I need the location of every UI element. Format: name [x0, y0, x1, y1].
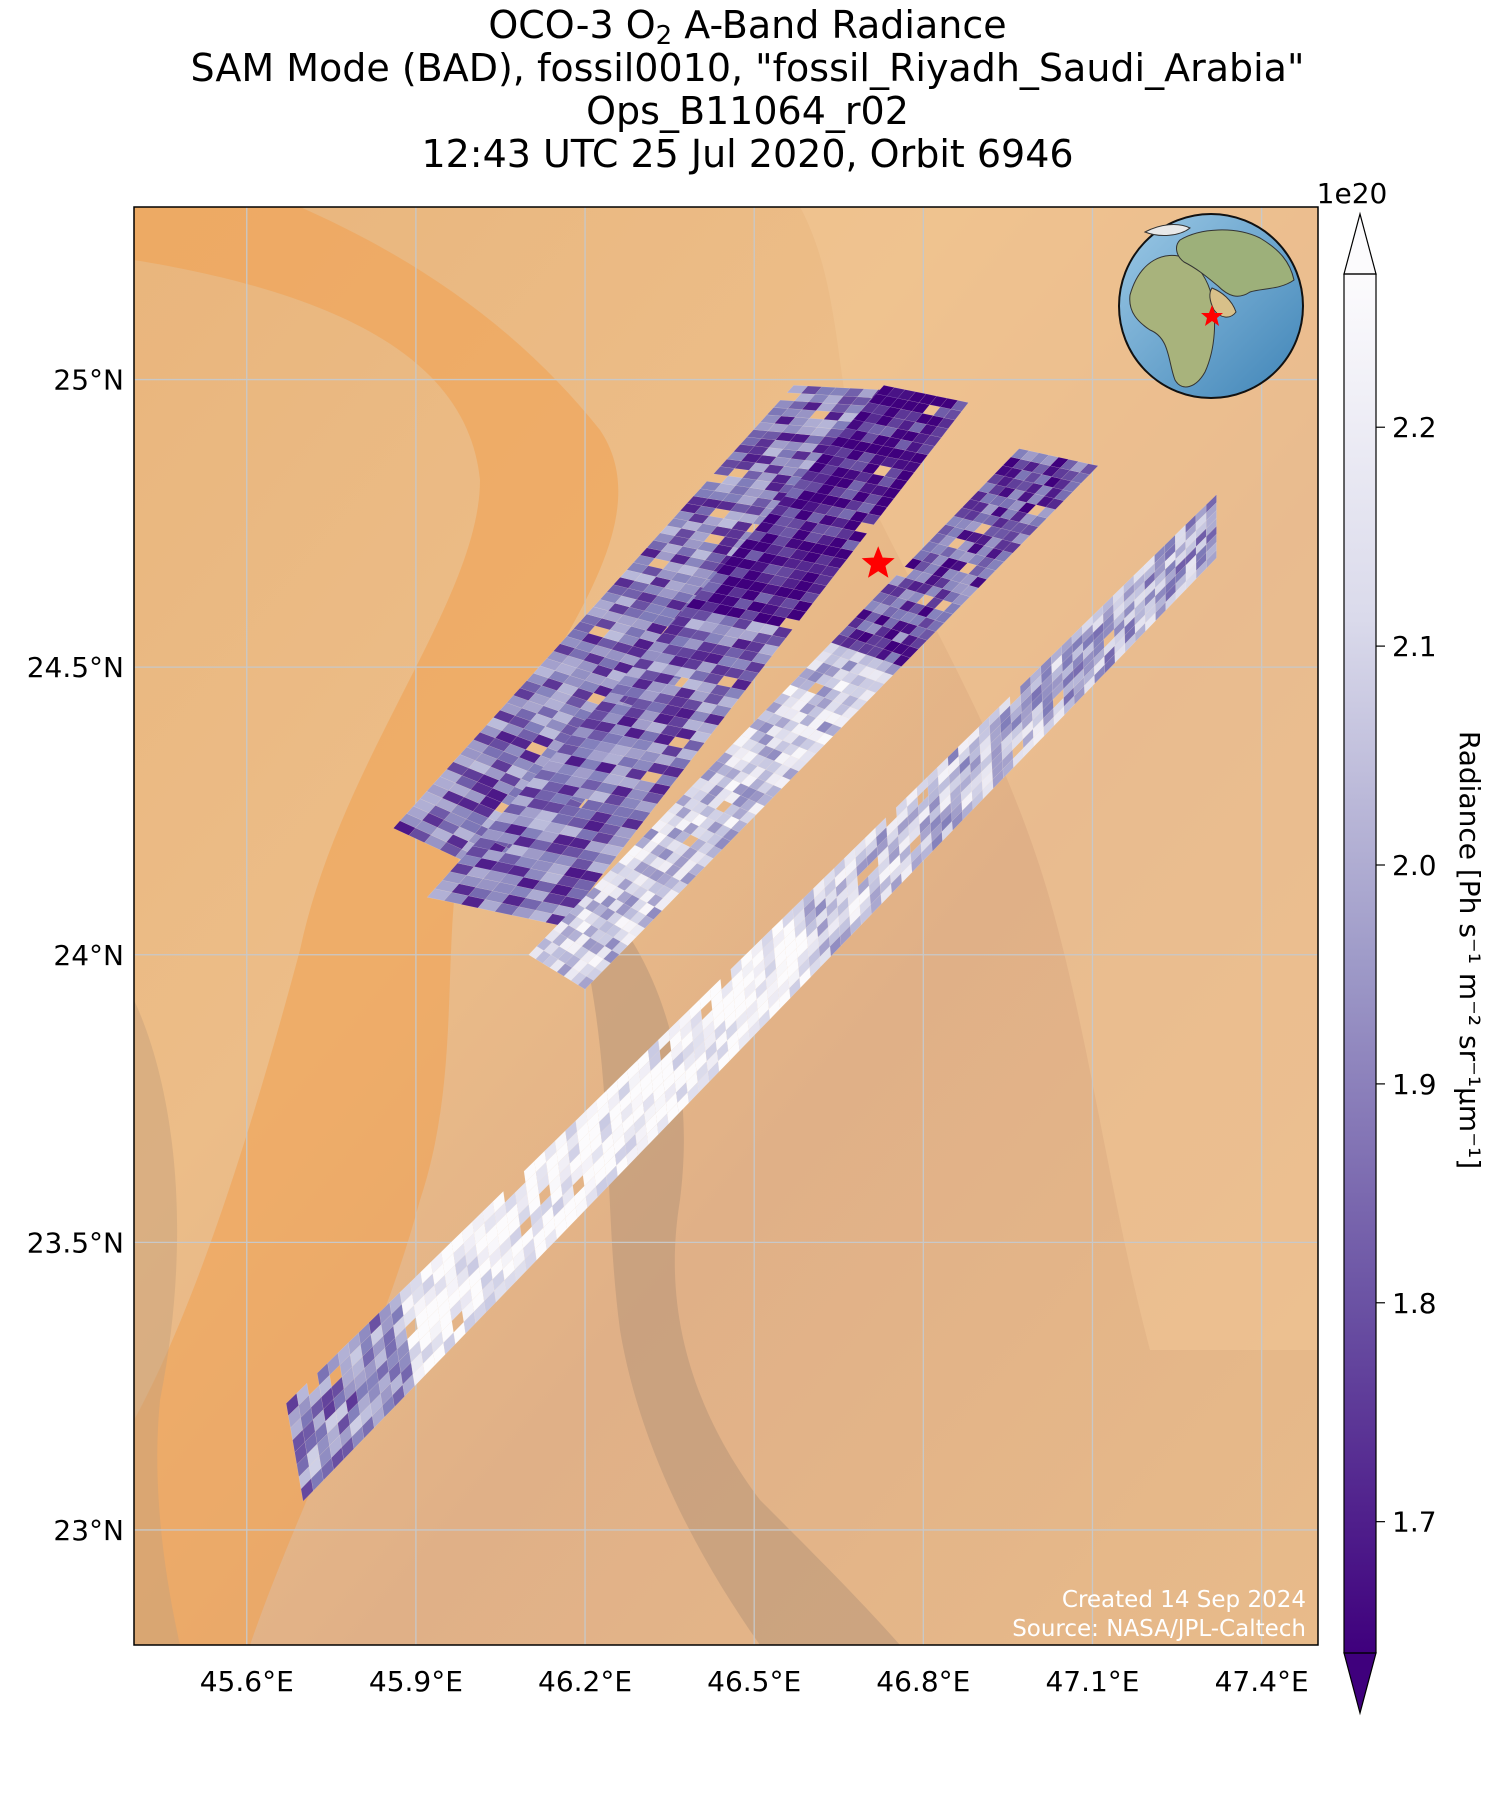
colorbar-tick-label: 1.9 — [1392, 1068, 1437, 1101]
source-credit-text: Source: NASA/JPL-Caltech — [1012, 1616, 1306, 1642]
colorbar-tick-label: 1.8 — [1392, 1287, 1437, 1320]
colorbar-tick-label: 2.1 — [1392, 630, 1437, 663]
lat-tick-label: 25°N — [53, 364, 124, 397]
colorbar-extend-min — [1343, 1652, 1377, 1716]
swath-2 — [528, 448, 1099, 990]
lon-tick-label: 45.6°E — [200, 1665, 294, 1698]
lat-tick-label: 24.5°N — [27, 651, 124, 684]
colorbar: 1.7 1.8 1.9 2.0 2.1 2.2 1e20 Radiance [Ph s⁻¹… — [1317, 177, 1486, 1716]
lat-tick-label: 23°N — [53, 1514, 124, 1547]
swath-1 — [426, 385, 969, 927]
colorbar-tick-label: 2.2 — [1392, 411, 1437, 444]
longitude-axis: 45.6°E 45.9°E 46.2°E 46.5°E 46.8°E 47.1°E 47.4… — [200, 1665, 1309, 1698]
title-line-4: 12:43 UTC 25 Jul 2020, Orbit 6946 — [421, 132, 1074, 176]
colorbar-gradient — [1344, 274, 1376, 1653]
footprint — [847, 530, 868, 543]
footprint — [950, 400, 969, 412]
lat-tick-label: 24°N — [53, 939, 124, 972]
map-frame — [133, 206, 1319, 1646]
created-date-text: Created 14 Sep 2024 — [1062, 1587, 1306, 1613]
colorbar-exponent: 1e20 — [1317, 177, 1388, 210]
lon-tick-label: 47.1°E — [1045, 1665, 1139, 1698]
lon-tick-label: 45.9°E — [369, 1665, 463, 1698]
sand-dunes-region — [134, 207, 619, 1645]
title-line-1: OCO-3 O2 A-Band Radiance — [488, 3, 1007, 51]
swath-3 — [285, 494, 1217, 1502]
footprint — [1206, 549, 1217, 569]
footprint — [1079, 463, 1099, 475]
swath-0 — [393, 385, 907, 886]
latitude-axis: 25°N 24.5°N 24°N 23.5°N 23°N — [27, 364, 124, 1547]
lon-tick-label: 46.8°E — [876, 1665, 970, 1698]
lon-tick-label: 47.4°E — [1215, 1665, 1309, 1698]
colorbar-extend-max — [1343, 211, 1377, 275]
red-star-icon — [861, 546, 895, 578]
footprint — [771, 626, 793, 639]
figure-title: OCO-3 O2 A-Band Radiance SAM Mode (BAD),… — [0, 4, 1495, 176]
colorbar-tick-label: 1.7 — [1392, 1506, 1437, 1539]
rocky-region — [134, 1000, 180, 1645]
lon-tick-label: 46.2°E — [538, 1665, 632, 1698]
colorbar-ticks: 1.7 1.8 1.9 2.0 2.1 2.2 — [1376, 411, 1437, 1539]
map-axes: Created 14 Sep 2024 Source: NASA/JPL-Cal… — [134, 207, 1318, 1645]
title-line-2: SAM Mode (BAD), fossil0010, "fossil_Riya… — [190, 46, 1305, 90]
lat-tick-label: 23.5°N — [27, 1226, 124, 1259]
lon-tick-label: 46.5°E — [707, 1665, 801, 1698]
plateau-region — [800, 207, 1318, 1350]
title-line-3: Ops_B11064_r02 — [586, 89, 909, 133]
globe-locator-icon — [1118, 213, 1304, 399]
colorbar-tick-label: 2.0 — [1392, 849, 1437, 882]
radiance-swaths — [285, 385, 1217, 1502]
colorbar-label: Radiance [Ph s⁻¹ m⁻² sr⁻¹μm⁻¹] — [1453, 731, 1486, 1169]
